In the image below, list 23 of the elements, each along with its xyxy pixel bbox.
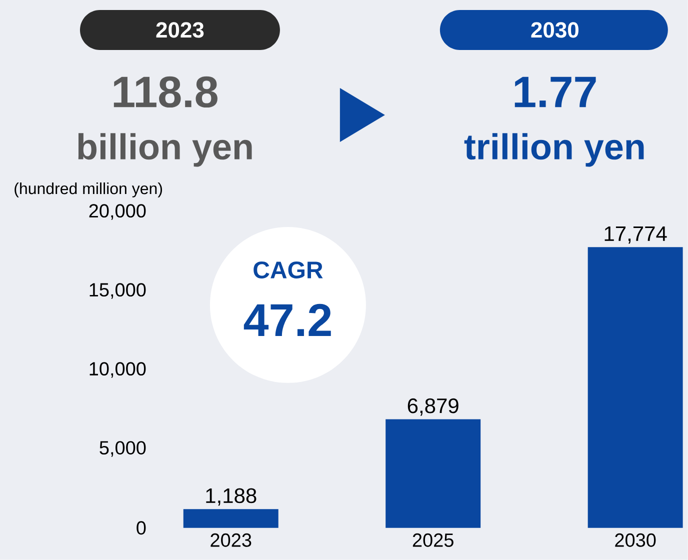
y-tick-label: 0 [136,521,146,535]
x-tick-label: 2023 [210,533,252,547]
bar [588,247,683,528]
text: billion yen [78,133,252,167]
data-label: 6,879 [408,398,458,416]
annotation: CAGR [254,261,323,278]
y-tick-label: 10,000 [90,362,146,378]
text: 2030 [531,22,578,38]
text: 2023 [156,22,204,38]
bar [183,509,278,528]
text: 118.8 [114,76,218,108]
y-tick-label: 5,000 [100,441,146,457]
bar [386,419,481,528]
x-tick-label: 2025 [412,533,454,547]
annotation: 47.2 [244,304,331,336]
y-axis-title: (hundred million yen) [14,182,162,198]
x-tick-label: 2030 [615,533,656,547]
data-label: 1,188 [206,488,256,506]
y-tick-label: 15,000 [90,283,146,299]
data-label: 17,774 [604,226,667,244]
text: trillion yen [464,133,644,167]
text: 1.77 [514,76,596,108]
y-tick-label: 20,000 [89,204,146,220]
